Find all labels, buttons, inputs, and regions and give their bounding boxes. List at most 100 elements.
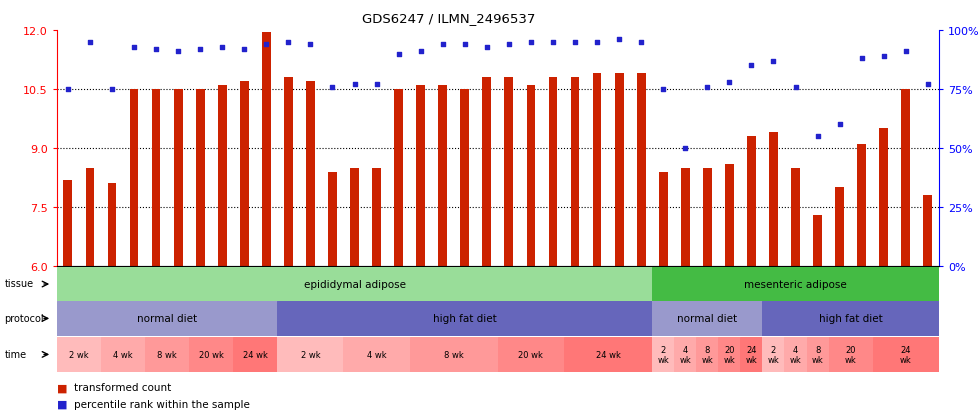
Point: [148, 47, 164, 53]
Point: [898, 49, 913, 55]
Text: 8 wk: 8 wk: [444, 350, 464, 359]
Point: [171, 49, 186, 55]
Text: 20
wk: 20 wk: [723, 345, 735, 364]
Text: 20
wk: 20 wk: [845, 345, 857, 364]
Point: [788, 84, 804, 91]
Point: [413, 49, 428, 55]
Point: [656, 87, 671, 93]
Point: [479, 44, 495, 51]
Point: [545, 40, 561, 46]
Text: time: time: [4, 349, 26, 359]
Text: 24 wk: 24 wk: [243, 350, 268, 359]
Text: 24
wk: 24 wk: [900, 345, 911, 364]
Point: [347, 82, 363, 88]
Bar: [240, 82, 249, 413]
Bar: [813, 216, 822, 413]
Text: normal diet: normal diet: [677, 313, 737, 324]
Text: high fat diet: high fat diet: [433, 313, 497, 324]
Bar: [505, 78, 514, 413]
Bar: [196, 90, 205, 413]
Bar: [372, 169, 381, 413]
Bar: [461, 90, 469, 413]
Bar: [614, 74, 623, 413]
Text: epididymal adipose: epididymal adipose: [304, 279, 406, 290]
Point: [700, 84, 715, 91]
Text: 2
wk: 2 wk: [767, 345, 779, 364]
Text: 8
wk: 8 wk: [811, 345, 823, 364]
Point: [104, 87, 120, 93]
Text: percentile rank within the sample: percentile rank within the sample: [74, 399, 250, 409]
Bar: [902, 90, 910, 413]
Text: 4
wk: 4 wk: [679, 345, 691, 364]
Text: transformed count: transformed count: [74, 382, 172, 392]
Bar: [328, 172, 337, 413]
Bar: [526, 86, 535, 413]
Point: [391, 51, 407, 58]
Bar: [416, 86, 425, 413]
Point: [612, 37, 627, 44]
Bar: [438, 86, 447, 413]
Point: [259, 42, 274, 48]
Point: [765, 58, 781, 65]
Bar: [85, 169, 94, 413]
Point: [280, 40, 296, 46]
Text: mesenteric adipose: mesenteric adipose: [744, 279, 847, 290]
Bar: [482, 78, 491, 413]
Text: tissue: tissue: [4, 279, 33, 289]
Bar: [129, 90, 138, 413]
Point: [303, 42, 318, 48]
Bar: [570, 78, 579, 413]
Text: 8
wk: 8 wk: [702, 345, 713, 364]
Point: [435, 42, 451, 48]
Point: [457, 42, 472, 48]
Bar: [725, 164, 734, 413]
Bar: [637, 74, 646, 413]
Text: 4 wk: 4 wk: [367, 350, 386, 359]
Bar: [835, 188, 844, 413]
Bar: [306, 82, 315, 413]
Point: [60, 87, 75, 93]
Text: 2 wk: 2 wk: [69, 350, 89, 359]
Text: normal diet: normal diet: [137, 313, 197, 324]
Point: [589, 40, 605, 46]
Text: 4 wk: 4 wk: [113, 350, 133, 359]
Point: [633, 40, 649, 46]
Point: [854, 56, 869, 62]
Bar: [769, 133, 778, 413]
Text: 20 wk: 20 wk: [199, 350, 223, 359]
Bar: [350, 169, 359, 413]
Point: [236, 47, 252, 53]
Bar: [108, 184, 117, 413]
Bar: [394, 90, 403, 413]
Point: [126, 44, 142, 51]
Point: [368, 82, 384, 88]
Text: 24
wk: 24 wk: [746, 345, 758, 364]
Point: [523, 40, 539, 46]
Point: [809, 134, 825, 140]
Text: ■: ■: [57, 399, 71, 409]
Point: [215, 44, 230, 51]
Point: [567, 40, 583, 46]
Bar: [659, 172, 667, 413]
Bar: [262, 33, 270, 413]
Text: 20 wk: 20 wk: [518, 350, 543, 359]
Bar: [703, 169, 711, 413]
Text: 24 wk: 24 wk: [596, 350, 620, 359]
Point: [832, 122, 848, 128]
Point: [324, 84, 340, 91]
Point: [721, 79, 737, 86]
Bar: [284, 78, 293, 413]
Bar: [879, 129, 888, 413]
Text: ■: ■: [57, 382, 71, 392]
Bar: [858, 145, 866, 413]
Point: [876, 54, 892, 60]
Bar: [923, 196, 932, 413]
Text: high fat diet: high fat diet: [818, 313, 883, 324]
Text: 2 wk: 2 wk: [301, 350, 320, 359]
Bar: [173, 90, 182, 413]
Point: [82, 40, 98, 46]
Bar: [549, 78, 558, 413]
Bar: [791, 169, 800, 413]
Point: [744, 63, 760, 70]
Text: 8 wk: 8 wk: [157, 350, 177, 359]
